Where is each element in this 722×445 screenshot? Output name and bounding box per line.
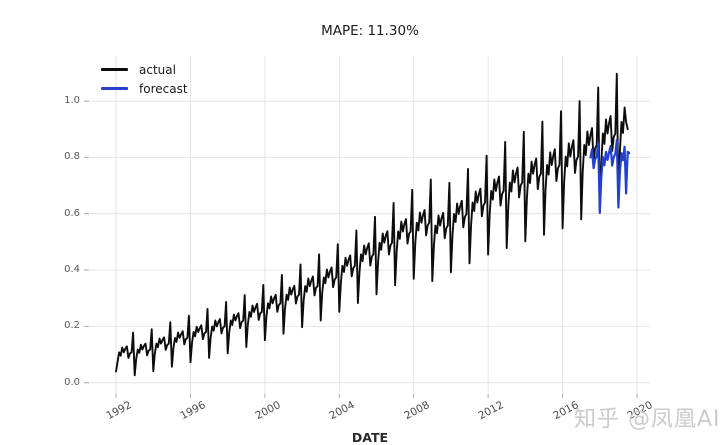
y-tick-label: 0.2 <box>64 320 80 332</box>
y-tick-label: 0.0 <box>64 376 80 388</box>
legend-line-swatch-forecast <box>101 87 128 90</box>
y-tick-label: 0.6 <box>64 207 80 219</box>
x-axis-label: DATE <box>351 430 389 445</box>
y-tick-label: 0.4 <box>64 264 80 276</box>
forecast-line <box>589 139 631 214</box>
legend-item-actual: actual <box>101 60 188 79</box>
legend: actual forecast <box>101 60 188 98</box>
legend-item-forecast: forecast <box>101 79 188 98</box>
y-tick-label: 1.0 <box>64 95 80 107</box>
legend-label-forecast: forecast <box>139 81 188 96</box>
chart-title: MAPE: 11.30% <box>321 23 419 39</box>
watermark-text: 知乎 @凤凰AI <box>574 407 721 432</box>
actual-line <box>115 72 629 377</box>
legend-line-swatch-actual <box>101 68 128 71</box>
legend-label-actual: actual <box>139 62 176 77</box>
y-tick-label: 0.8 <box>64 151 80 163</box>
